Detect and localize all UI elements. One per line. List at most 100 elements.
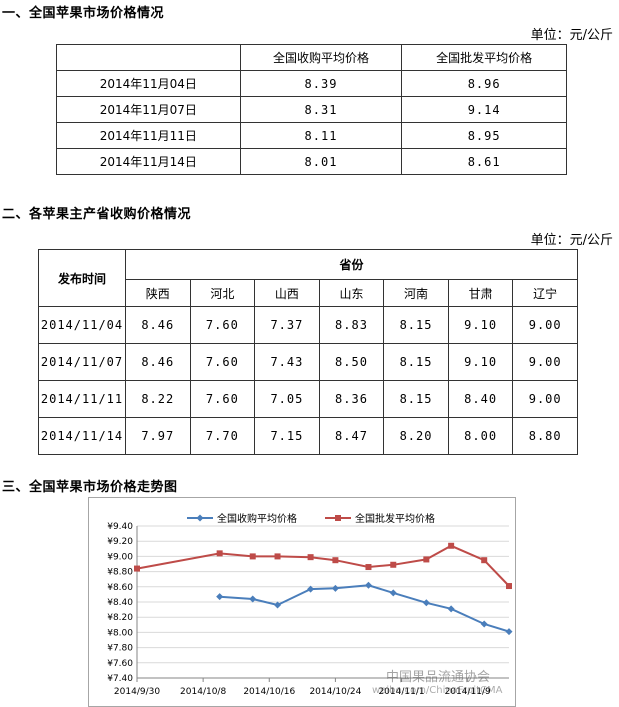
data-point [332, 557, 339, 564]
data-point [423, 556, 430, 563]
price-cell: 8.47 [318, 417, 385, 455]
date-cell: 2014年11月11日 [56, 122, 241, 149]
price-cell: 9.00 [512, 343, 578, 381]
time-header: 发布时间 [38, 249, 126, 307]
legend-label: 全国批发平均价格 [355, 512, 435, 525]
price-cell: 8.36 [318, 380, 385, 418]
price-cell: 8.15 [383, 306, 449, 344]
x-tick-label: 2014/10/24 [309, 687, 361, 697]
price-cell: 8.80 [512, 417, 578, 455]
price-cell: 7.15 [254, 417, 320, 455]
data-point [505, 628, 513, 636]
date-cell: 2014年11月04日 [56, 70, 241, 97]
price-cell: 8.00 [447, 417, 514, 455]
data-point [274, 601, 282, 609]
date-cell: 2014/11/14 [38, 417, 126, 455]
data-point [506, 583, 512, 590]
province-header: 省份 [125, 249, 578, 280]
province-name: 甘肃 [447, 279, 514, 307]
legend-marker [196, 514, 204, 522]
data-point [422, 599, 430, 607]
x-tick-label: 2014/11/1 [378, 687, 424, 697]
price-cell: 8.15 [383, 343, 449, 381]
section1-heading: 一、全国苹果市场价格情况 [2, 6, 165, 21]
purchase-cell: 8.11 [239, 122, 403, 149]
data-point [365, 564, 372, 571]
y-tick-label: ¥7.40 [107, 674, 133, 684]
price-cell: 9.10 [447, 306, 514, 344]
province-name: 山东 [318, 279, 385, 307]
data-point [216, 593, 224, 601]
data-point [274, 553, 281, 560]
province-name: 河南 [383, 279, 449, 307]
data-point [331, 584, 339, 592]
data-point [249, 553, 256, 560]
section1-unit: 单位：元/公斤 [530, 28, 613, 43]
province-name: 辽宁 [512, 279, 578, 307]
national-price-table: 全国收购平均价格 全国批发平均价格 2014年11月04日 8.39 8.96 … [56, 44, 567, 175]
table-header-row: 发布时间 省份 [38, 249, 578, 307]
data-point [390, 561, 397, 568]
price-cell: 8.46 [125, 306, 191, 344]
header-cell-purchase: 全国收购平均价格 [239, 44, 403, 71]
watermark-url: weibo.com/ChinaFruitCMA [372, 685, 503, 696]
x-tick-label: 2014/11/9 [445, 687, 491, 697]
table-row: 2014年11月04日 8.39 8.96 [56, 70, 567, 97]
price-cell: 7.97 [125, 417, 191, 455]
date-cell: 2014年11月14日 [56, 148, 241, 175]
price-cell: 8.83 [318, 306, 385, 344]
price-cell: 8.46 [125, 343, 191, 381]
legend-label: 全国收购平均价格 [217, 512, 297, 525]
x-tick-label: 2014/10/8 [180, 687, 226, 697]
chart-canvas: ¥7.40 ¥7.60 ¥7.80 ¥8.00 ¥8.20 ¥8.40 ¥8.60 ¥8.80… [107, 512, 513, 697]
y-tick-label: ¥9.20 [107, 537, 133, 547]
table-row: 2014/11/14 7.97 7.70 7.15 8.47 8.20 8.00… [38, 417, 578, 455]
y-tick-label: ¥7.60 [107, 659, 133, 669]
province-name: 陕西 [125, 279, 191, 307]
price-cell: 9.00 [512, 306, 578, 344]
price-cell: 7.70 [189, 417, 256, 455]
wholesale-cell: 8.61 [401, 148, 567, 175]
data-point [249, 595, 257, 603]
data-point [389, 589, 397, 597]
price-cell: 7.37 [254, 306, 320, 344]
watermark-text: 中国果品流通协会 [386, 670, 491, 685]
price-cell: 8.15 [383, 380, 449, 418]
y-tick-label: ¥9.40 [107, 522, 133, 532]
price-cell: 9.10 [447, 343, 514, 381]
y-tick-label: ¥8.80 [107, 568, 133, 578]
series-line [219, 584, 510, 633]
date-cell: 2014年11月07日 [56, 96, 241, 123]
wholesale-cell: 9.14 [401, 96, 567, 123]
purchase-cell: 8.01 [239, 148, 403, 175]
legend-marker [335, 515, 341, 521]
data-point [216, 550, 223, 557]
table-row: 2014年11月14日 8.01 8.61 [56, 148, 567, 175]
section3-heading: 三、全国苹果市场价格走势图 [2, 480, 178, 495]
province-price-table: 发布时间 省份 陕西 河北 山西 山东 河南 甘肃 辽宁 2014/11/04 … [38, 249, 578, 455]
table-header-row: 全国收购平均价格 全国批发平均价格 [56, 44, 567, 71]
price-cell: 8.40 [447, 380, 514, 418]
y-tick-label: ¥7.80 [107, 644, 133, 654]
x-tick-label: 2014/10/16 [243, 687, 295, 697]
y-tick-label: ¥8.20 [107, 613, 133, 623]
table-row: 2014/11/07 8.46 7.60 7.43 8.50 8.15 9.10… [38, 343, 578, 381]
data-point [307, 554, 314, 561]
price-cell: 7.60 [189, 380, 256, 418]
province-name-row: 陕西 河北 山西 山东 河南 甘肃 辽宁 [39, 279, 578, 307]
price-cell: 8.20 [383, 417, 449, 455]
price-cell: 8.22 [125, 380, 191, 418]
province-name: 山西 [254, 279, 320, 307]
header-cell-wholesale: 全国批发平均价格 [401, 44, 567, 71]
wholesale-cell: 8.95 [401, 122, 567, 149]
price-cell: 7.43 [254, 343, 320, 381]
data-point [364, 581, 372, 589]
date-cell: 2014/11/07 [38, 343, 126, 381]
table-row: 2014/11/04 8.46 7.60 7.37 8.83 8.15 9.10… [38, 306, 578, 344]
data-point [481, 557, 488, 564]
price-trend-chart: ¥7.40 ¥7.60 ¥7.80 ¥8.00 ¥8.20 ¥8.40 ¥8.60 ¥8.80… [88, 497, 516, 707]
y-tick-label: ¥9.00 [107, 552, 133, 562]
purchase-cell: 8.31 [239, 96, 403, 123]
x-tick-label: 2014/9/30 [114, 687, 160, 697]
price-cell: 8.50 [318, 343, 385, 381]
